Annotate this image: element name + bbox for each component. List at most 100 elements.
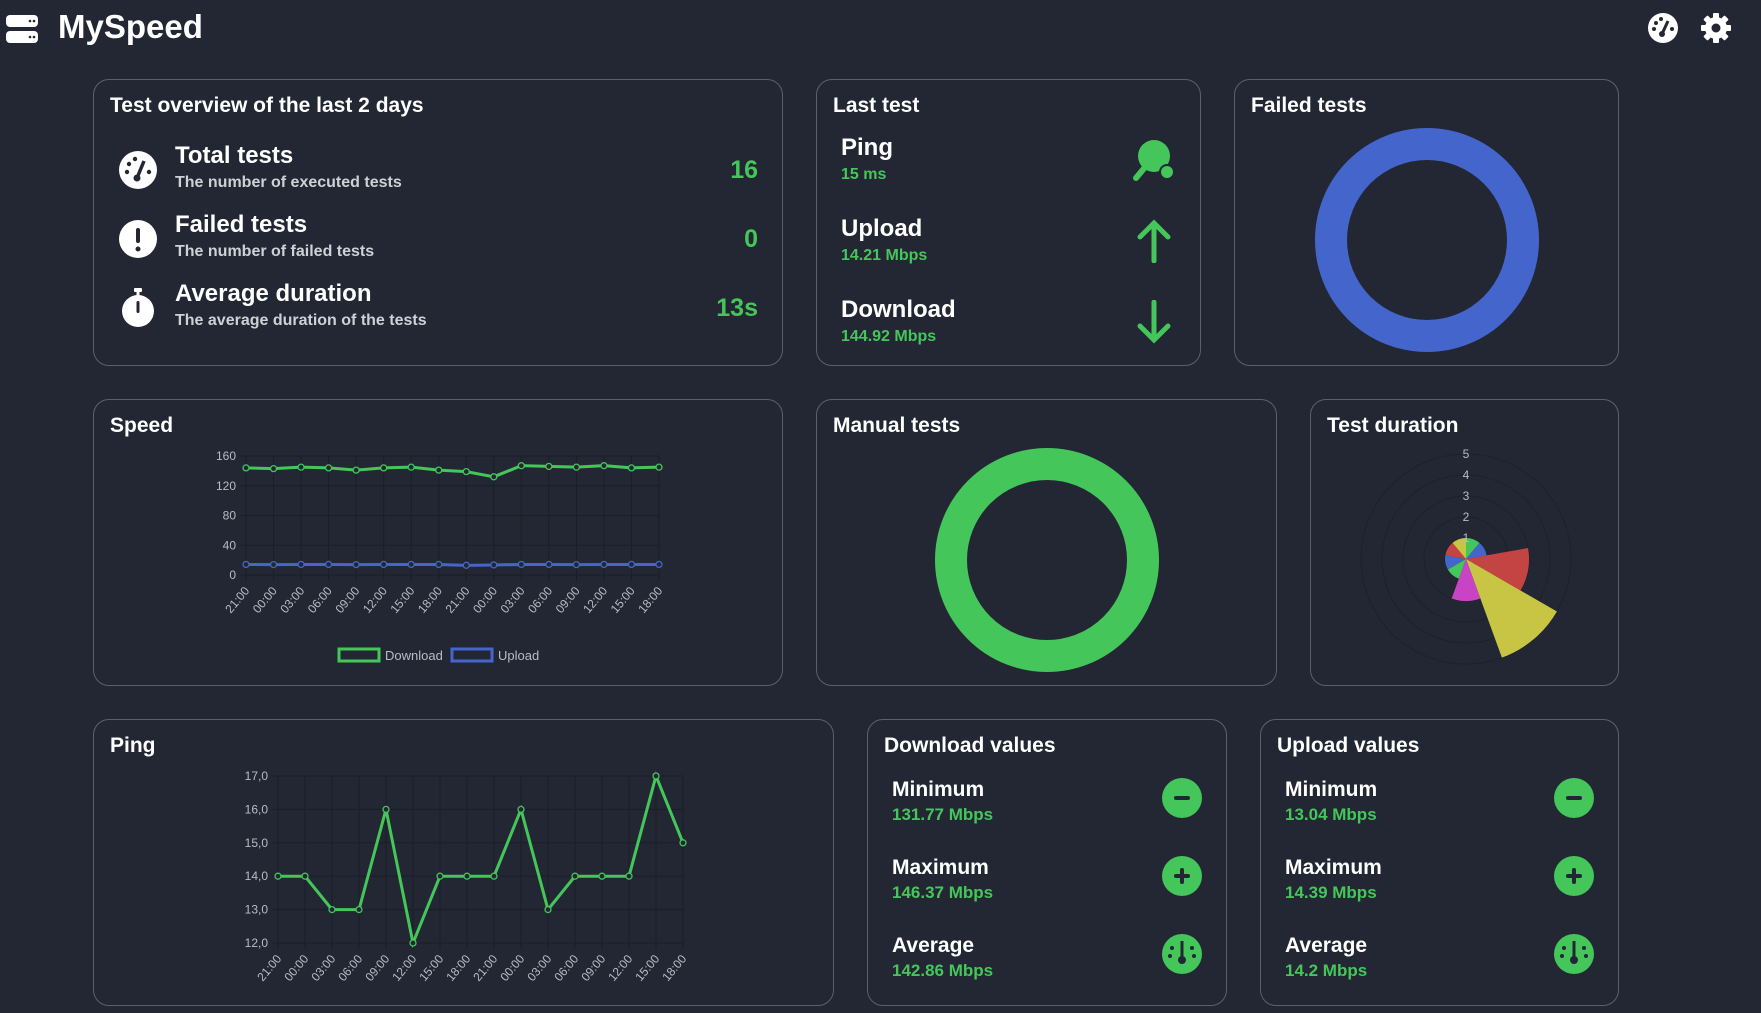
- polar-segment: [1466, 548, 1529, 591]
- row-value: 16: [730, 156, 758, 184]
- card-title: Speed: [110, 414, 174, 437]
- x-tick-label: 15:00: [632, 952, 662, 984]
- data-point: [517, 462, 525, 470]
- upload-row: Upload 14.21 Mbps: [841, 215, 1176, 275]
- data-point: [544, 905, 552, 914]
- y-tick-label: 0: [229, 568, 236, 582]
- x-tick-label: 06:00: [305, 584, 335, 616]
- row-value: 14.21 Mbps: [841, 247, 928, 264]
- x-tick-label: 03:00: [308, 952, 338, 984]
- x-tick-label: 18:00: [415, 584, 445, 616]
- data-point: [627, 464, 636, 472]
- data-point: [627, 560, 636, 569]
- data-point: [297, 463, 305, 471]
- average-duration-row: Average duration The average duration of…: [118, 280, 758, 340]
- download-values-card: Download values Minimum 131.77 Mbps Maxim…: [867, 719, 1227, 1006]
- data-point: [600, 560, 608, 569]
- data-point: [463, 872, 471, 880]
- manual-tests-doughnut: [935, 448, 1159, 672]
- row-value: 142.86 Mbps: [892, 961, 994, 980]
- data-point: [297, 560, 305, 569]
- data-point: [435, 560, 443, 569]
- data-point: [436, 872, 444, 880]
- row-value: 146.37 Mbps: [892, 883, 994, 902]
- data-point: [269, 464, 278, 473]
- r-tick-label: 4: [1463, 468, 1470, 482]
- x-tick-label: 03:00: [277, 584, 307, 616]
- row-title: Total tests: [175, 142, 294, 169]
- r-tick-label: 1: [1463, 531, 1470, 545]
- ping-card: Ping 21:00 00:00 03:00 06:00 09:00 12:00 15:00…: [93, 719, 834, 1006]
- test-duration-card: Test duration 1 2 3 4 5: [1310, 399, 1619, 686]
- card-title: Failed tests: [1251, 94, 1367, 117]
- polar-segment: [1445, 542, 1466, 559]
- arrow-up-icon: [1137, 219, 1171, 263]
- row-title: Download: [841, 296, 956, 323]
- data-point: [435, 466, 443, 474]
- row-title: Ping: [841, 134, 893, 161]
- data-point: [269, 560, 278, 569]
- x-tick-label: 15:00: [416, 952, 446, 984]
- y-tick-label: 80: [223, 509, 237, 523]
- x-tick-label: 03:00: [498, 584, 528, 616]
- ping-pong-icon: [1133, 140, 1175, 181]
- y-tick-label: 15,0: [245, 836, 269, 850]
- minus-icon: [1162, 778, 1202, 818]
- polar-segment: [1451, 559, 1481, 601]
- data-point: [517, 805, 525, 814]
- r-tick-label: 2: [1463, 510, 1470, 524]
- y-tick-label: 40: [223, 538, 237, 552]
- r-tick-label: 3: [1463, 489, 1470, 503]
- card-title: Last test: [833, 94, 920, 117]
- y-tick-label: 16,0: [245, 802, 269, 816]
- x-tick-label: 09:00: [362, 952, 392, 984]
- download-row: Download 144.92 Mbps: [841, 296, 1176, 356]
- data-point: [301, 872, 309, 880]
- row-subtitle: The number of executed tests: [175, 174, 402, 191]
- average-row: Average 142.86 Mbps: [892, 934, 1202, 994]
- row-title: Upload: [841, 215, 923, 242]
- x-tick-label: 06:00: [551, 952, 581, 984]
- failed-tests-card: Failed tests: [1234, 79, 1619, 366]
- total-tests-row: Total tests The number of executed tests…: [118, 142, 758, 202]
- x-tick-label: 09:00: [578, 952, 608, 984]
- arrow-down-icon: [1137, 300, 1171, 344]
- legend-swatch: [337, 647, 381, 663]
- row-value: 13s: [716, 294, 758, 322]
- data-point: [517, 560, 525, 569]
- row-value: 14.2 Mbps: [1285, 961, 1368, 980]
- gear-icon[interactable]: [1700, 12, 1732, 44]
- card-title: Upload values: [1277, 734, 1420, 757]
- r-tick-label: 5: [1463, 447, 1470, 461]
- series-line: [278, 771, 685, 949]
- data-point: [407, 463, 415, 471]
- gauge-icon[interactable]: [1647, 12, 1679, 44]
- radial-grid-ring: [1360, 453, 1572, 665]
- x-tick-label: 18:00: [659, 952, 689, 984]
- y-tick-label: 13,0: [245, 903, 269, 917]
- x-tick-label: 00:00: [470, 584, 500, 616]
- data-point: [545, 462, 553, 471]
- average-row: Average 14.2 Mbps: [1285, 934, 1594, 994]
- x-tick-label: 09:00: [332, 584, 362, 616]
- minus-icon: [1554, 778, 1594, 818]
- minimum-row: Minimum 131.77 Mbps: [892, 778, 1202, 838]
- data-point: [242, 560, 250, 569]
- data-point: [652, 772, 660, 780]
- stopwatch-icon: [122, 288, 154, 327]
- x-tick-label: 09:00: [553, 584, 583, 616]
- data-point: [324, 560, 333, 569]
- x-tick-label: 12:00: [580, 584, 610, 616]
- y-tick-label: 14,0: [245, 869, 269, 883]
- x-tick-label: 06:00: [525, 584, 555, 616]
- row-subtitle: The average duration of the tests: [175, 312, 427, 329]
- x-tick-label: 00:00: [497, 952, 527, 984]
- row-title: Failed tests: [175, 211, 308, 238]
- doughnut-ring: [1315, 128, 1539, 352]
- row-value: 144.92 Mbps: [841, 328, 937, 345]
- row-value: 0: [744, 225, 758, 253]
- radial-grid-ring: [1381, 474, 1551, 644]
- x-tick-label: 21:00: [470, 952, 500, 984]
- data-point: [679, 839, 687, 847]
- data-point: [598, 872, 606, 880]
